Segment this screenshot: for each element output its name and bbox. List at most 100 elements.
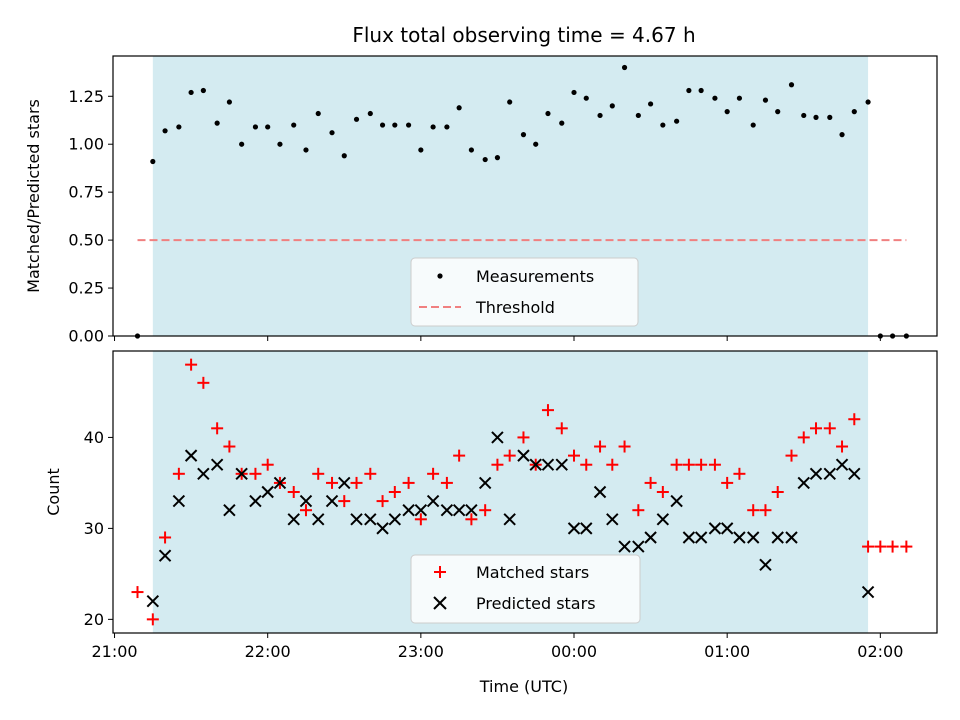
matched-star-point	[249, 467, 262, 480]
measurement-point	[583, 95, 589, 101]
matched-star-point	[886, 540, 899, 553]
x-tick-label: 01:00	[704, 642, 750, 661]
predicted-star-point	[644, 531, 657, 544]
predicted-star-point	[235, 467, 248, 481]
measurement-point	[686, 87, 692, 94]
predicted-star-point	[402, 503, 415, 517]
predicted-star-point	[759, 558, 772, 571]
predicted-star-point	[223, 503, 236, 517]
matched-star-point	[491, 458, 504, 471]
measurement-point	[851, 109, 857, 115]
matched-star-point	[440, 476, 453, 489]
predicted-star-point	[210, 458, 224, 471]
matched-star-point	[197, 376, 210, 389]
measurement-point	[520, 132, 527, 138]
y-tick-label: 40	[84, 428, 104, 447]
measurement-point	[265, 124, 271, 130]
matched-star-point	[568, 449, 581, 462]
predicted-star-point	[517, 449, 530, 462]
measurement-point	[865, 99, 871, 105]
matched-star-point	[836, 440, 849, 453]
predicted-star-point	[682, 531, 696, 544]
ratio-legend-box	[410, 257, 639, 327]
predicted-star-point	[465, 503, 478, 517]
y-tick-label: 1.25	[68, 87, 104, 106]
matched-star-point	[223, 440, 236, 453]
matched-star-point	[146, 613, 159, 626]
matched-star-point	[402, 476, 415, 489]
x-axis-label: Time (UTC)	[479, 677, 568, 696]
measurement-point	[341, 153, 347, 159]
x-tick-label: 00:00	[551, 642, 597, 661]
matched-star-point	[555, 422, 568, 435]
predicted-star-point	[350, 513, 363, 526]
measurement-point	[456, 105, 462, 111]
matched-star-point	[312, 467, 325, 480]
measurement-point	[750, 122, 756, 128]
predicted-star-point	[656, 513, 670, 526]
count-legend-box	[410, 554, 641, 624]
matched-star-point	[823, 422, 836, 435]
predicted-star-point	[312, 513, 325, 526]
legend-matched-label: Matched stars	[476, 563, 589, 582]
predicted-star-point	[771, 531, 784, 544]
measurement-point	[291, 122, 297, 128]
predicted-star-point	[478, 476, 492, 490]
predicted-star-point	[861, 585, 875, 599]
matched-star-point	[874, 540, 887, 553]
matched-star-point	[708, 458, 721, 471]
matched-star-point	[287, 486, 300, 498]
predicted-star-point	[388, 513, 402, 526]
predicted-star-point	[325, 494, 339, 508]
matched-star-point	[656, 486, 669, 498]
measurement-point	[827, 114, 833, 120]
predicted-star-point	[261, 485, 274, 499]
predicted-star-point	[503, 513, 516, 526]
matched-star-point	[503, 449, 516, 462]
measurement-point	[724, 109, 730, 115]
legend-predicted-marker	[433, 596, 447, 610]
matched-star-point	[388, 486, 401, 498]
ratio-panel: 0.00 0.25 0.50 0.75 1.00 1.25 Matched/Predict…	[24, 55, 938, 346]
matched-star-point	[733, 467, 746, 480]
matched-star-point	[848, 413, 861, 426]
predicted-star-point	[146, 594, 160, 608]
x-tick-label: 22:00	[245, 642, 291, 661]
matched-star-point	[414, 513, 427, 526]
measurement-point	[303, 147, 309, 153]
matched-star-point	[185, 358, 198, 371]
y-tick-label: 30	[84, 519, 104, 538]
measurement-point	[162, 128, 168, 134]
predicted-star-point	[848, 467, 861, 481]
matched-star-point	[326, 476, 339, 489]
predicted-star-point	[618, 540, 631, 553]
predicted-star-point	[338, 476, 351, 490]
matched-star-point	[580, 458, 593, 471]
predicted-star-point	[440, 503, 454, 517]
matched-star-point	[632, 504, 645, 517]
legend-measurements-marker	[437, 273, 443, 279]
measurement-point	[468, 147, 474, 153]
matched-star-point	[465, 513, 478, 526]
count-legend: Matched stars Predicted stars	[410, 554, 641, 624]
matched-star-point	[376, 495, 389, 508]
predicted-star-point	[555, 458, 568, 471]
measurement-point	[392, 122, 398, 128]
predicted-star-point	[720, 522, 734, 535]
count-y-axis-label: Count	[44, 468, 63, 516]
legend-predicted-label: Predicted stars	[476, 594, 596, 613]
predicted-star-point	[733, 531, 746, 544]
matched-star-point	[299, 504, 312, 517]
measurement-point	[775, 109, 781, 115]
measurement-point	[762, 97, 769, 103]
measurement-point	[839, 132, 845, 138]
predicted-star-point	[491, 431, 504, 444]
matched-star-point	[479, 504, 492, 517]
measurement-point	[367, 110, 373, 117]
matched-star-point	[618, 440, 631, 453]
y-tick-label: 1.00	[68, 135, 104, 154]
measurement-point	[559, 120, 565, 126]
predicted-star-point	[273, 476, 287, 490]
predicted-star-point	[287, 513, 300, 526]
predicted-star-point	[172, 494, 186, 508]
